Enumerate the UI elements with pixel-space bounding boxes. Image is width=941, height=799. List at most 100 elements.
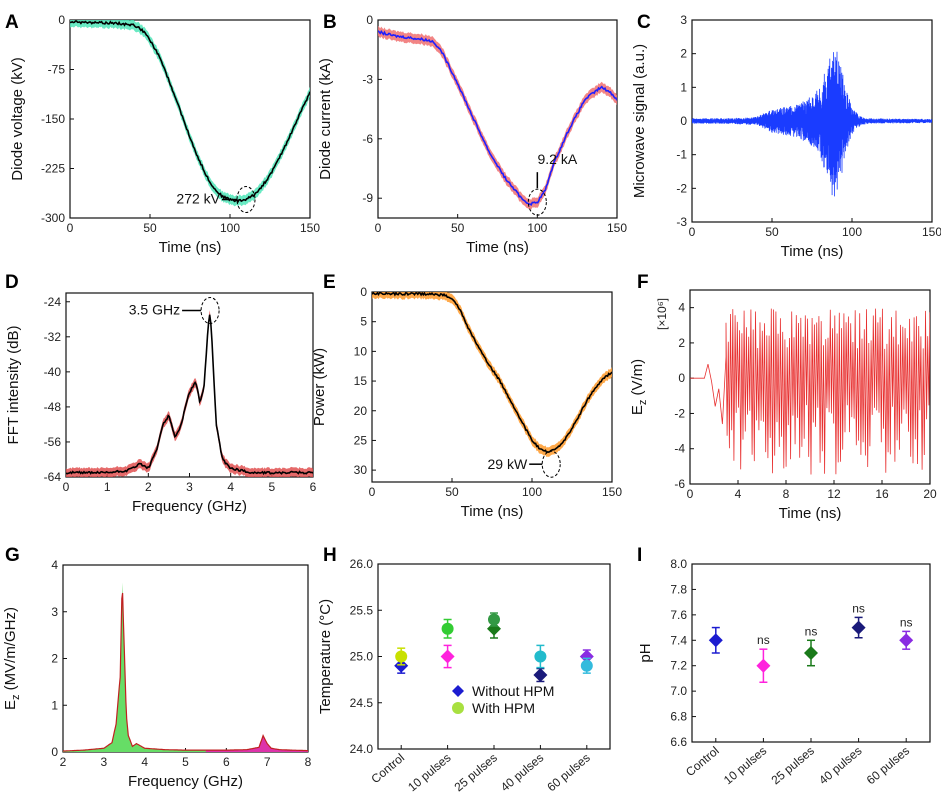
annotation-label: 3.5 GHz [129, 302, 180, 318]
y-axis-label: FFT intensity (dB) [5, 326, 22, 445]
x-tick-label: 50 [143, 221, 157, 235]
data-point [579, 649, 594, 664]
y-tick-label: -32 [44, 330, 62, 344]
x-tick-label: 6 [310, 480, 317, 494]
data-point [440, 649, 455, 664]
panel-label: E [323, 272, 336, 293]
plot-frame [689, 289, 931, 485]
data-label: ns [757, 633, 770, 647]
y-tick-label: 25.0 [350, 650, 374, 664]
x-tick-label: 20 [923, 487, 937, 501]
plot-frame [377, 563, 611, 750]
y-tick-label: 20 [354, 404, 368, 418]
y-tick-label: 0 [360, 285, 367, 299]
x-tick-label: 8 [305, 755, 312, 769]
x-tick-label: 6 [223, 755, 230, 769]
y-tick-label: -64 [44, 470, 62, 484]
x-tick-label: 16 [875, 487, 889, 501]
x-tick-label: 50 [451, 221, 465, 235]
y-tick-label: 4 [51, 558, 58, 572]
y-tick-label: -24 [44, 295, 62, 309]
y-tick-label: -75 [48, 63, 66, 77]
data-point [533, 668, 548, 682]
x-tick-label: 4 [735, 487, 742, 501]
x-tick-label: 150 [607, 221, 627, 235]
panel-B: B 0 -3 -6 -9 0 50 100 150 Time (ns) Diode current … [317, 12, 627, 256]
y-tick-label: 0 [680, 114, 687, 128]
data-label: ns [852, 601, 865, 615]
annotation-label: 272 kV [176, 191, 220, 207]
annotation-label: 9.2 kA [537, 151, 577, 167]
y-tick-label: 0 [366, 13, 373, 27]
x-tick-label: 2 [145, 480, 152, 494]
y-axis-label: Diode current (kA) [317, 58, 334, 180]
data-label: ns [900, 615, 913, 629]
x-axis-label: Time (ns) [461, 503, 524, 520]
data-point [394, 658, 409, 673]
data-point [534, 650, 547, 663]
x-tick-label: 4 [141, 755, 148, 769]
y-tick-label: 25.5 [350, 603, 374, 617]
x-tick-label: 100 [220, 221, 240, 235]
data-label: ns [805, 624, 818, 638]
y-tick-label: 10 [354, 344, 368, 358]
y-tick-label: -3 [676, 215, 687, 229]
annotation-circle [236, 186, 256, 214]
annotation-label: 29 kW [488, 456, 528, 472]
x-tick-label: 40 pulses [498, 751, 546, 795]
panel-label: G [5, 545, 20, 566]
y-tick-label: 2 [51, 652, 58, 666]
x-tick-label: 3 [100, 755, 107, 769]
plot-frame [377, 19, 618, 219]
y-tick-label: 0 [58, 13, 65, 27]
x-axis-label: Frequency (GHz) [132, 498, 247, 515]
series-line [692, 51, 932, 197]
y-tick-label: -56 [44, 435, 62, 449]
x-tick-label: 100 [527, 221, 547, 235]
y-axis-label: Ez (V/m) [629, 359, 649, 415]
series-line [378, 30, 617, 206]
panel-label: F [637, 272, 649, 293]
y-axis-label: Ez (MV/m/GHz) [2, 607, 22, 710]
plot-frame [69, 19, 311, 219]
data-point [899, 633, 914, 648]
x-tick-label: 150 [300, 221, 320, 235]
data-point [851, 620, 866, 635]
x-tick-label: 4 [227, 480, 234, 494]
x-tick-label: 25 pulses [769, 744, 817, 788]
data-point [395, 650, 408, 663]
y-multiplier: [×10⁶] [655, 298, 669, 330]
y-axis-label: Diode voltage (kV) [9, 57, 26, 180]
y-tick-label: 3 [680, 13, 687, 27]
plot-frame [371, 291, 613, 483]
x-tick-label: 0 [369, 485, 376, 499]
y-tick-label: 24.5 [350, 696, 374, 710]
error-band [372, 292, 612, 458]
x-tick-label: 25 pulses [452, 751, 500, 795]
x-tick-label: 2 [60, 755, 67, 769]
y-tick-label: 15 [354, 374, 368, 388]
x-tick-label: 7 [264, 755, 271, 769]
y-axis-label: Temperature (°C) [317, 599, 334, 714]
y-tick-label: 0 [51, 745, 58, 759]
panel-label: I [637, 545, 642, 566]
x-tick-label: 10 pulses [405, 751, 453, 795]
panel-G: G 0 1 2 3 4 2 3 4 5 6 7 8 Frequency (GHz) Ez (MV/m/GHz… [2, 545, 312, 790]
legend-label: With HPM [472, 700, 535, 716]
legend-marker [452, 685, 464, 697]
y-tick-label: -2 [676, 181, 687, 195]
x-tick-label: 5 [268, 480, 275, 494]
panel-label: C [637, 12, 651, 33]
y-tick-label: -150 [41, 112, 65, 126]
error-band [378, 25, 617, 210]
y-tick-label: 0 [678, 371, 685, 385]
x-tick-label: Control [683, 744, 722, 780]
y-tick-label: 3 [51, 605, 58, 619]
y-tick-label: -3 [362, 72, 373, 86]
series-line [70, 20, 310, 204]
x-tick-label: 60 pulses [864, 744, 912, 788]
legend-label: Without HPM [472, 683, 554, 699]
